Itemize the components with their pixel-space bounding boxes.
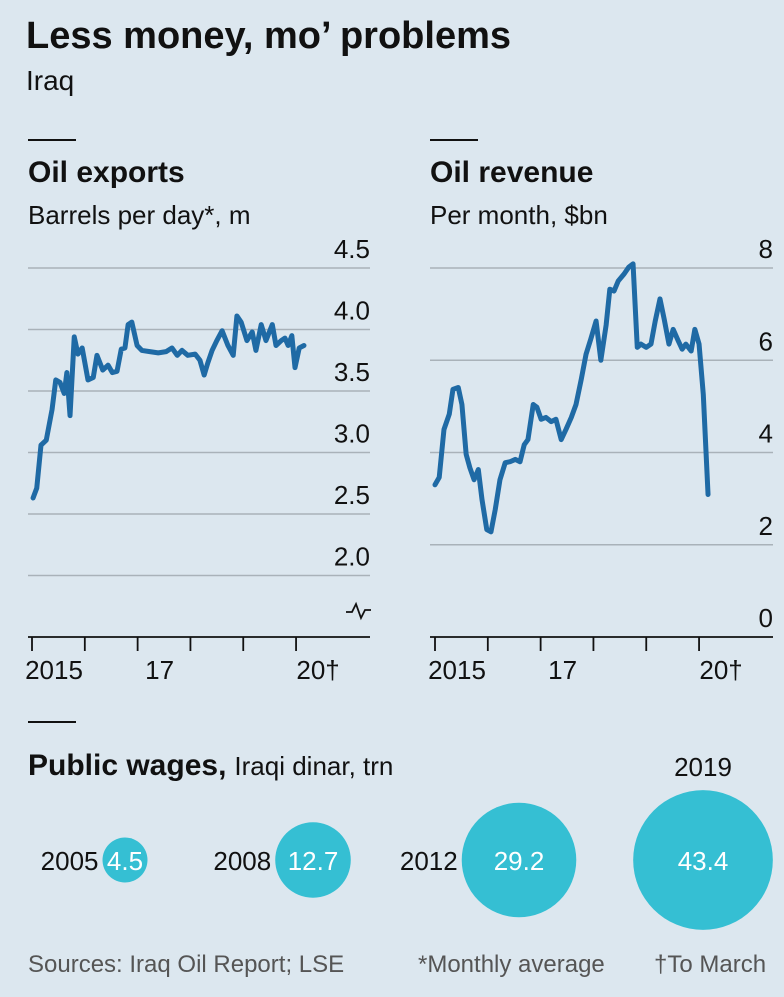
y-tick-label: 6	[759, 326, 773, 356]
title: Less money, mo’ problems	[26, 15, 511, 57]
x-tick-label: 2015	[428, 655, 486, 685]
y-tick-label: 2.0	[334, 542, 370, 572]
chart-subtitle: Iraqi dinar, trn	[234, 751, 393, 781]
chart-subtitle: Per month, $bn	[430, 200, 608, 230]
chart-title: Oil revenue	[430, 156, 593, 189]
y-tick-label: 4	[759, 419, 773, 449]
x-tick-label: 20†	[699, 655, 742, 685]
y-tick-label: 4.5	[334, 234, 370, 264]
chart-title: Public wages, Iraqi dinar, trn	[28, 749, 393, 782]
x-tick-label: 17	[145, 655, 174, 685]
data-line	[432, 261, 711, 535]
y-tick-label: 8	[759, 234, 773, 264]
subtitle: Iraq	[26, 65, 74, 96]
x-tick-label: 17	[548, 655, 577, 685]
data-line	[30, 313, 307, 501]
y-tick-label: 4.0	[334, 296, 370, 326]
value-label: 12.7	[288, 846, 339, 876]
value-label: 29.2	[494, 846, 545, 876]
axis-break	[346, 601, 371, 621]
note: †To March	[654, 951, 766, 978]
note: *Monthly average	[418, 951, 605, 978]
category-label: 2012	[400, 846, 458, 876]
x-tick-label: 2015	[25, 655, 83, 685]
source: Sources: Iraq Oil Report; LSE	[28, 951, 344, 978]
y-tick-label: 2.5	[334, 480, 370, 510]
y-tick-label: 0	[759, 603, 773, 633]
chart-title-bold: Public wages,	[28, 749, 226, 782]
chart-title: Oil exports	[28, 156, 185, 189]
y-tick-label: 3.5	[334, 357, 370, 387]
value-label: 43.4	[678, 846, 729, 876]
x-tick-label: 20†	[296, 655, 339, 685]
chart-subtitle: Barrels per day*, m	[28, 200, 251, 230]
bubble	[633, 790, 773, 930]
y-tick-label: 3.0	[334, 419, 370, 449]
bubble	[275, 822, 351, 898]
bubble	[461, 802, 577, 918]
y-tick-label: 2	[759, 511, 773, 541]
bubble	[102, 837, 148, 883]
value-label: 4.5	[107, 846, 143, 876]
category-label: 2005	[41, 846, 99, 876]
category-label: 2008	[213, 846, 271, 876]
category-label: 2019	[674, 752, 732, 782]
